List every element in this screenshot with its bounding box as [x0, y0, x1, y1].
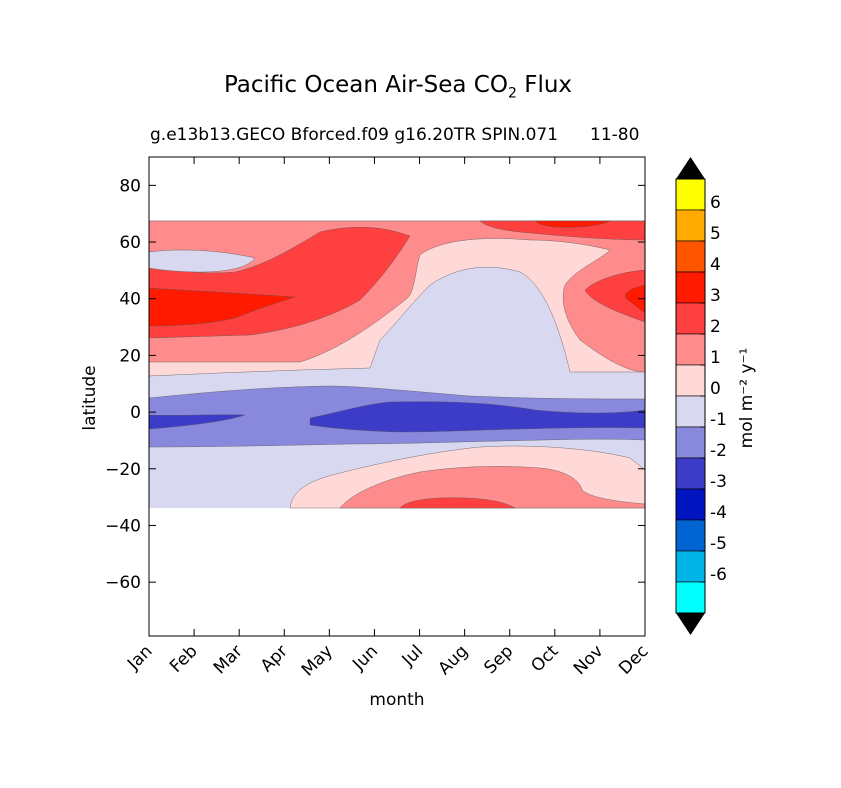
y-axis: 80 60 40 20 0 −20 −40 −60: [105, 176, 645, 593]
chart-title: Pacific Ocean Air-Sea CO2 Flux: [0, 72, 796, 102]
colorbar-tick-label: -3: [710, 472, 727, 492]
colorbar-tick-label: 2: [710, 317, 721, 337]
colorbar-segment: [675, 240, 706, 273]
x-tick-label: Sep: [480, 641, 517, 678]
y-axis-label: latitude: [80, 365, 100, 430]
x-axis-label: month: [369, 690, 424, 710]
x-tick-label: Jun: [348, 641, 382, 675]
colorbar-segment: [675, 519, 706, 552]
y-tick-label: 20: [119, 346, 141, 366]
colorbar-segment: [675, 271, 706, 304]
field-equator-minus2: [148, 414, 246, 430]
colorbar-tick-label: 5: [710, 224, 721, 244]
y-tick-label: −40: [105, 516, 141, 536]
colorbar-segment: [675, 333, 706, 366]
chart-title-suffix: Flux: [524, 72, 573, 98]
colorbar-segment: [675, 426, 706, 459]
colorbar-tick-label: 1: [710, 348, 721, 368]
x-tick-label: Apr: [257, 641, 292, 676]
colorbar-segment: [675, 581, 706, 614]
colorbar-tick-label: -5: [710, 534, 727, 554]
colorbar-segment: [675, 457, 706, 490]
colorbar-tick-label: -4: [710, 503, 727, 523]
colorbar-tick-label: -6: [710, 565, 727, 585]
y-tick-label: 0: [130, 403, 141, 423]
field-north-red-east: [584, 269, 646, 323]
chart-subtitle-overlay: 11-80: [590, 125, 640, 145]
colorbar-tick-label: 6: [710, 193, 721, 213]
y-tick-label: −20: [105, 460, 141, 480]
plot-frame: [148, 156, 646, 637]
field-south-red: [399, 497, 516, 509]
field-north-red-oct: [479, 220, 646, 241]
x-tick-label: Jul: [398, 641, 427, 670]
colorbar: 6 5 4 3 2 1 0 -1 -2 -3 -4 -5 -6: [675, 157, 727, 635]
contour-field: [148, 220, 646, 509]
x-tick-label: Mar: [210, 641, 247, 678]
chart-title-subscript: 2: [507, 85, 517, 102]
field-south-rose: [339, 466, 646, 509]
colorbar-tick-label: 0: [710, 379, 721, 399]
y-tick-label: 80: [119, 176, 141, 196]
x-tick-label: Nov: [570, 641, 608, 679]
colorbar-segment: [675, 364, 706, 397]
colorbar-label: mol m⁻² y⁻¹: [737, 348, 757, 449]
colorbar-extend-bottom: [676, 613, 705, 635]
colorbar-segment: [675, 488, 706, 521]
colorbar-extend-top: [676, 157, 705, 179]
colorbar-segment: [675, 209, 706, 242]
field-north-core-east: [624, 284, 646, 314]
colorbar-segment: [675, 302, 706, 335]
colorbar-tick-label: -1: [710, 410, 727, 430]
colorbar-segment: [675, 178, 706, 211]
field-north-core: [148, 287, 296, 327]
colorbar-tick-label: 3: [710, 286, 721, 306]
x-tick-label: May: [298, 641, 337, 680]
x-tick-label: Feb: [166, 641, 201, 676]
x-tick-label: Dec: [615, 641, 652, 678]
chart-subtitle: g.e13b13.GECO Bforced.f09 g16.20TR SPIN.…: [150, 125, 559, 145]
colorbar-segment: [675, 550, 706, 583]
y-tick-label: −60: [105, 573, 141, 593]
y-tick-label: 60: [119, 233, 141, 253]
colorbar-segment: [675, 395, 706, 428]
colorbar-tick-label: -2: [710, 441, 727, 461]
y-tick-label: 40: [119, 290, 141, 310]
x-tick-label: Oct: [527, 641, 562, 676]
x-tick-label: Aug: [435, 641, 473, 679]
field-north-uptake: [148, 249, 256, 273]
colorbar-tick-label: 4: [710, 255, 721, 275]
field-north-core-oct: [534, 220, 611, 228]
chart-title-text: Pacific Ocean Air-Sea CO: [223, 72, 508, 98]
x-tick-label: Jan: [123, 641, 156, 674]
